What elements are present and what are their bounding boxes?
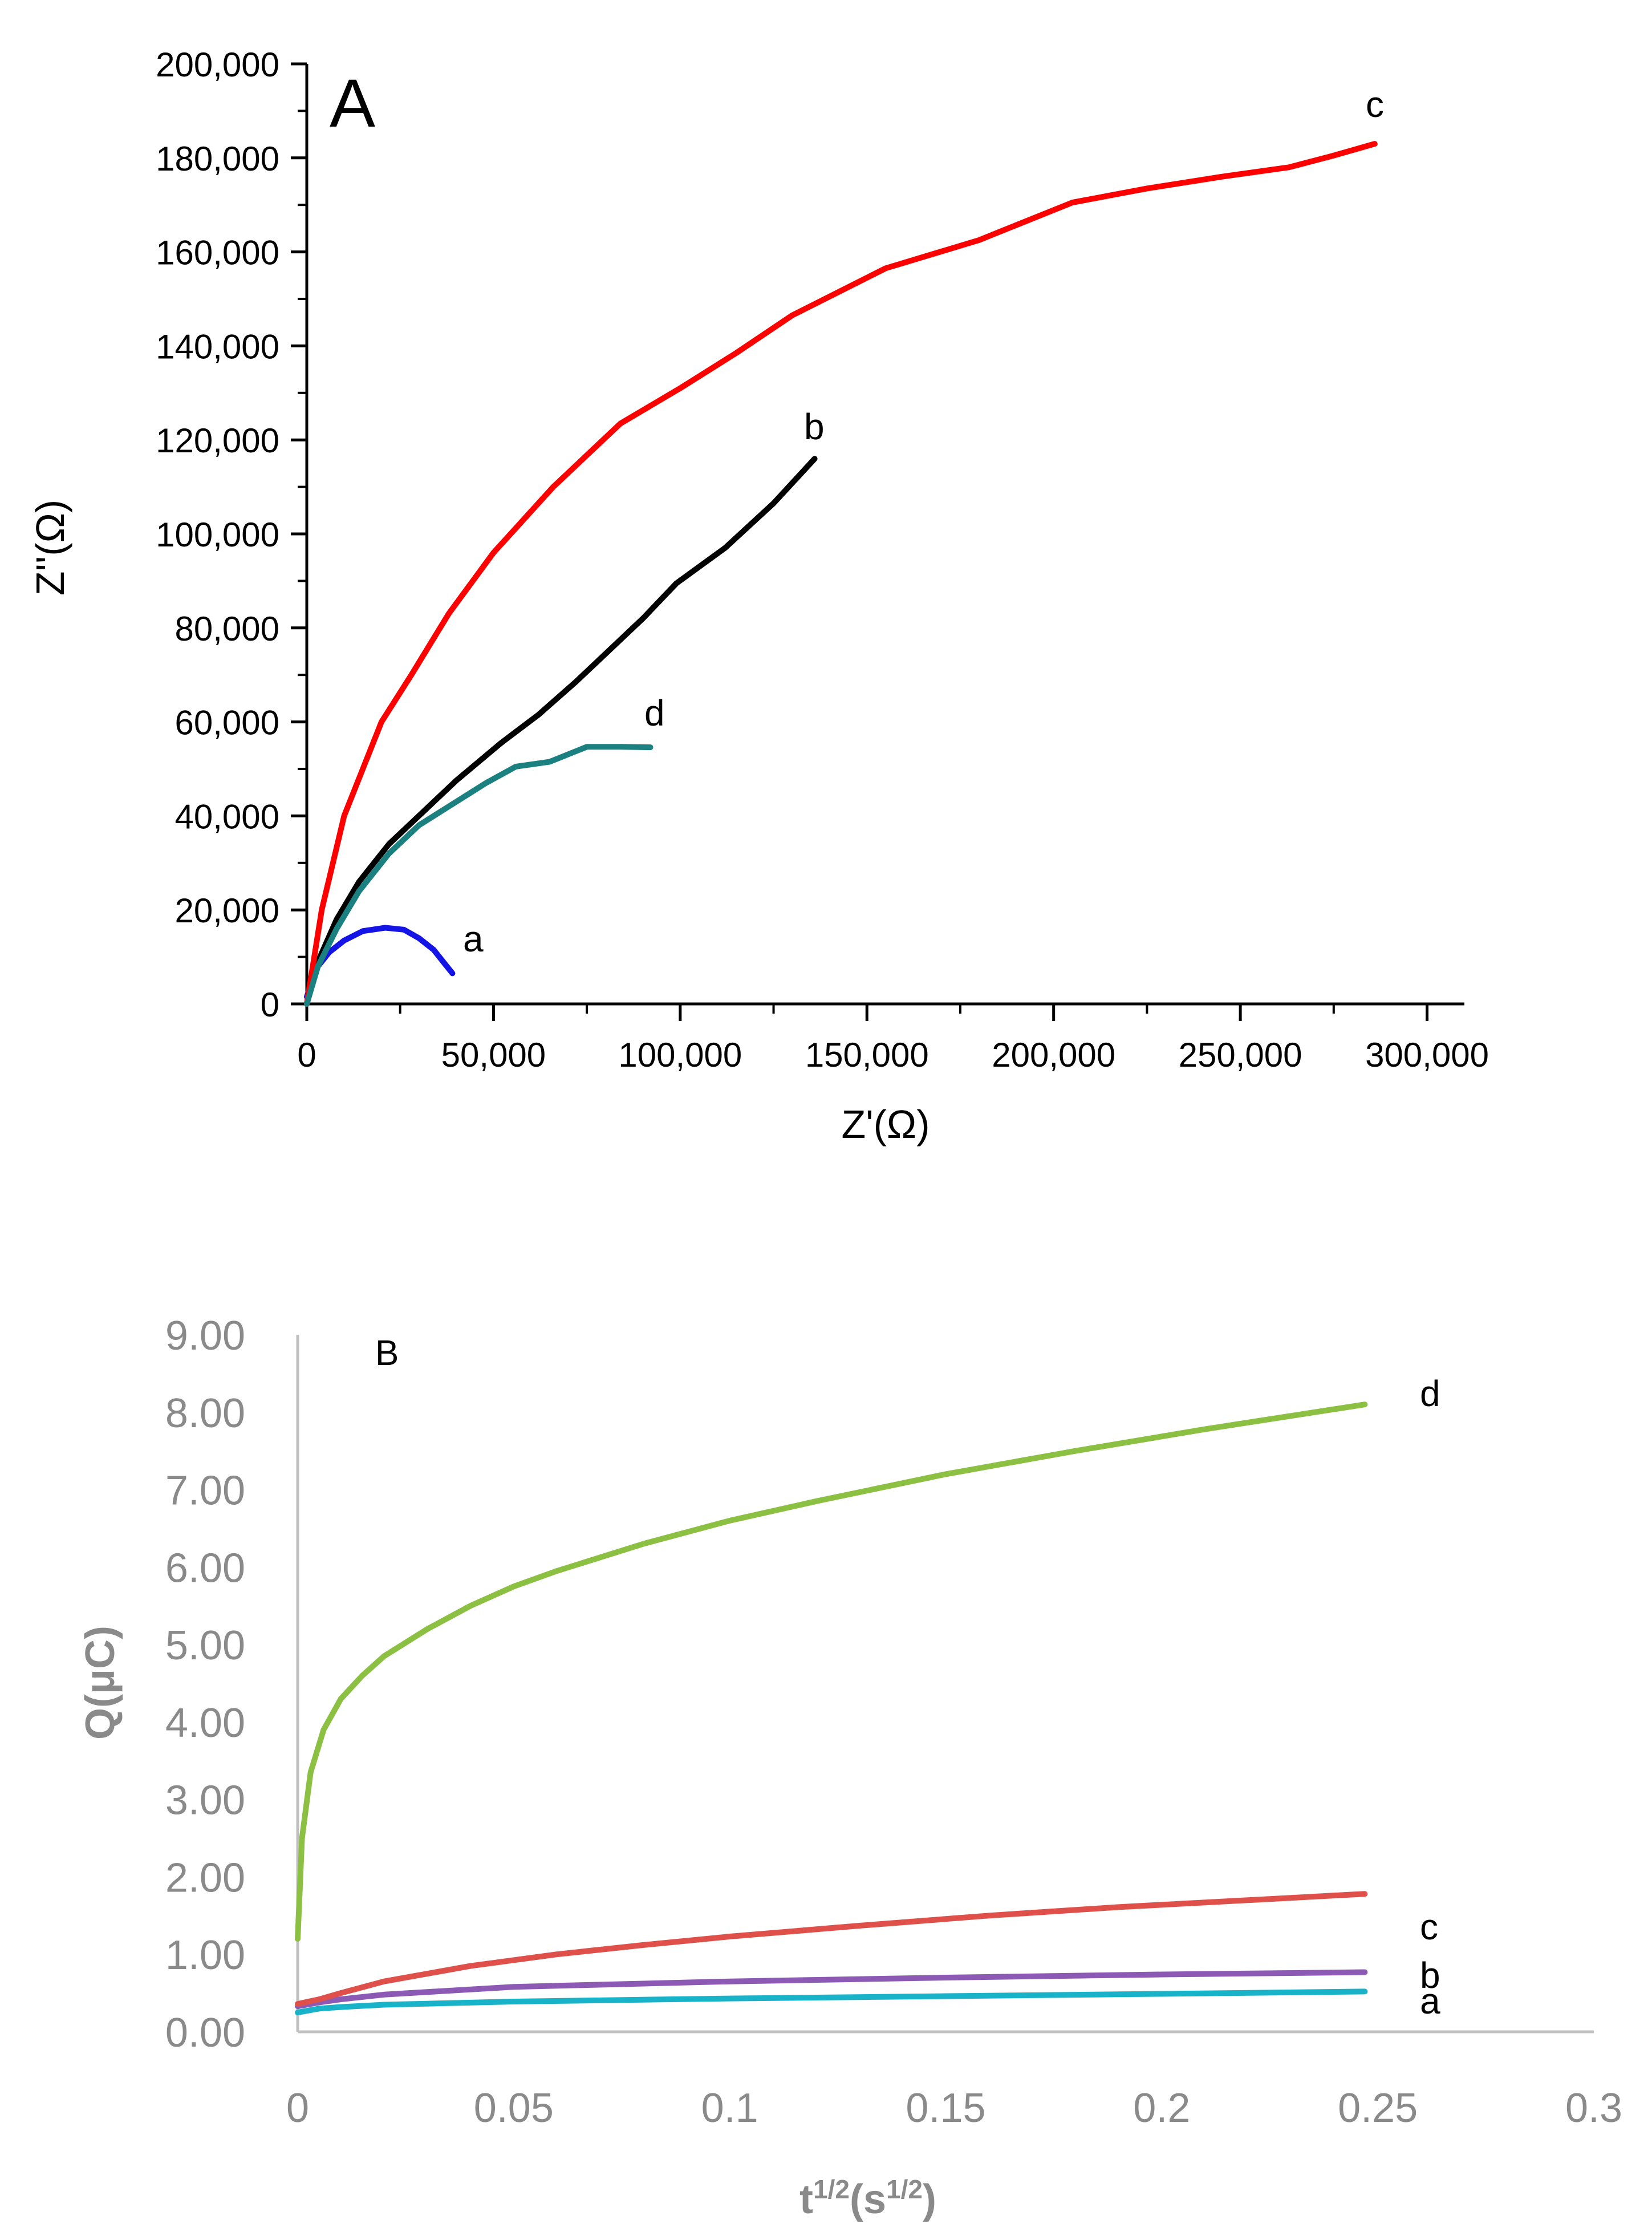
y-tick-label: 200,000: [156, 46, 279, 84]
panel-label-a: A: [330, 65, 375, 141]
series-line-d: [295, 1401, 1368, 1942]
x-axis-label: Z'(Ω): [841, 1102, 929, 1147]
x-tick-label: 0.15: [906, 2085, 985, 2131]
series-label-c: c: [1420, 1906, 1438, 1947]
x-tick-label: 200,000: [992, 1036, 1115, 1074]
series-label-a: a: [1420, 1980, 1440, 2022]
chart-b: 0.00 1.00 2.00 3.00 4.00 5.00 6.00 7.00 8.00 9.00…: [78, 1313, 1622, 2222]
x-tick-label: 250,000: [1179, 1036, 1302, 1074]
series-label-a: a: [463, 918, 484, 959]
y-tick-label: 7.00: [165, 1468, 245, 1514]
x-tick-label: 50,000: [441, 1036, 546, 1074]
y-tick-label: 3.00: [165, 1778, 245, 1824]
y-tick-label: 120,000: [156, 422, 279, 460]
x-tick-label: 100,000: [618, 1036, 742, 1074]
x-axis-label-superscript: 1/2: [886, 2174, 923, 2204]
y-tick-label: 140,000: [156, 327, 279, 366]
panel-label-b: B: [375, 1334, 399, 1373]
y-tick-label: 5.00: [165, 1623, 245, 1668]
x-tick-label: 0: [297, 1036, 316, 1074]
x-axis-label-part: t: [799, 2177, 813, 2222]
x-tick-label: 0.05: [474, 2085, 554, 2131]
x-axis-label-superscript: 1/2: [813, 2174, 850, 2204]
y-tick-label: 180,000: [156, 140, 279, 178]
y-tick-label: 100,000: [156, 516, 279, 554]
x-axis-label-part: ): [923, 2177, 936, 2222]
chart-a: 0 20,000 40,000 60,000 80,000 100,000 120,000 1…: [28, 46, 1489, 1147]
y-axis-label: Z''(Ω): [28, 500, 72, 596]
series-line-c: [295, 1891, 1368, 2007]
series-label-d: d: [1420, 1373, 1440, 1414]
series-line-c: [304, 141, 1378, 1007]
y-tick-label: 20,000: [174, 892, 279, 930]
x-axis-label-part: (s: [850, 2177, 886, 2222]
x-tick-label: 300,000: [1365, 1036, 1489, 1074]
x-tick-label: 0.2: [1133, 2085, 1190, 2131]
y-tick-label: 2.00: [165, 1855, 245, 1901]
y-axis-label: Q(μC): [78, 1626, 123, 1740]
series-label-d: d: [644, 692, 665, 734]
x-tick-label: 0.1: [701, 2085, 758, 2131]
x-tick-label: 0.25: [1338, 2085, 1418, 2131]
series-label-b: b: [1420, 1955, 1440, 1996]
x-axis-label: t1/2(s1/2): [799, 2174, 936, 2222]
series-line-d: [304, 744, 654, 1007]
y-tick-label: 0.00: [165, 2010, 245, 2056]
y-tick-label: 80,000: [174, 610, 279, 648]
y-tick-label: 60,000: [174, 704, 279, 742]
series-label-c: c: [1366, 84, 1384, 125]
y-tick-label: 6.00: [165, 1545, 245, 1591]
series-label-b: b: [804, 406, 825, 447]
series-line-a: [295, 1988, 1368, 2016]
series-line-b: [304, 456, 818, 1007]
series-line-b: [295, 1969, 1368, 2010]
y-tick-label: 160,000: [156, 234, 279, 272]
x-tick-label: 0: [286, 2085, 309, 2131]
y-tick-label: 40,000: [174, 797, 279, 836]
x-tick-label: 0.3: [1565, 2085, 1622, 2131]
y-tick-label: 4.00: [165, 1700, 245, 1746]
x-tick-label: 150,000: [805, 1036, 929, 1074]
y-tick-label: 9.00: [165, 1313, 245, 1359]
y-tick-label: 0: [261, 986, 279, 1024]
y-tick-label: 8.00: [165, 1391, 245, 1436]
y-tick-label: 1.00: [165, 1933, 245, 1978]
